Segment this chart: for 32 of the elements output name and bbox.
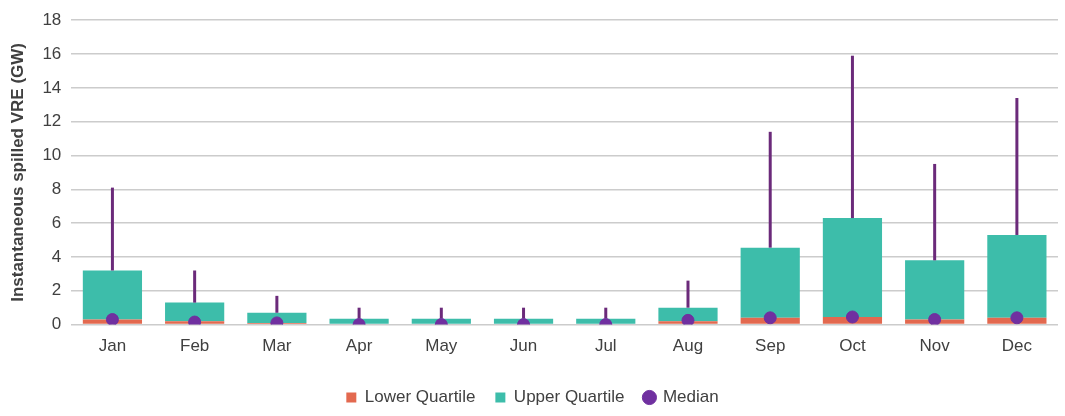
y-tick-label: 18 <box>42 9 62 29</box>
bar <box>987 234 1047 318</box>
x-tick-label: Mar <box>262 336 292 356</box>
x-tick-label: Jan <box>98 336 127 356</box>
legend-label: Upper Quartile <box>513 387 625 407</box>
y-tick-label: 6 <box>51 212 62 232</box>
y-tick-label: 8 <box>51 179 62 198</box>
x-tick-label: Jun <box>509 336 538 356</box>
x-tick-label: Jul <box>594 336 617 356</box>
legend-label: Median <box>662 387 719 407</box>
bar <box>822 218 883 317</box>
x-tick-label: Apr <box>345 336 373 356</box>
bar <box>165 302 225 322</box>
x-tick-label: Sep <box>755 336 786 356</box>
y-tick-label: 0 <box>51 314 62 334</box>
y-axis-title: Instantaneous spilled VRE (GW) <box>7 42 27 302</box>
y-tick-label: 10 <box>42 145 62 165</box>
y-tick-label: 12 <box>42 111 62 131</box>
x-tick-label: Oct <box>839 336 866 356</box>
y-tick-label: 16 <box>42 43 62 63</box>
y-tick-label: 2 <box>51 280 62 300</box>
y-tick-label: 4 <box>51 246 62 266</box>
x-tick-label: Feb <box>180 336 210 356</box>
legend-label: Lower Quartile <box>364 387 476 407</box>
x-tick-label: Nov <box>919 336 951 356</box>
bar <box>740 247 800 318</box>
bar <box>82 270 143 320</box>
x-tick-label: Aug <box>672 336 704 356</box>
x-tick-label: May <box>425 336 458 356</box>
x-tick-label: Dec <box>1001 336 1033 356</box>
y-tick-label: 14 <box>42 77 62 97</box>
bar <box>905 260 965 320</box>
